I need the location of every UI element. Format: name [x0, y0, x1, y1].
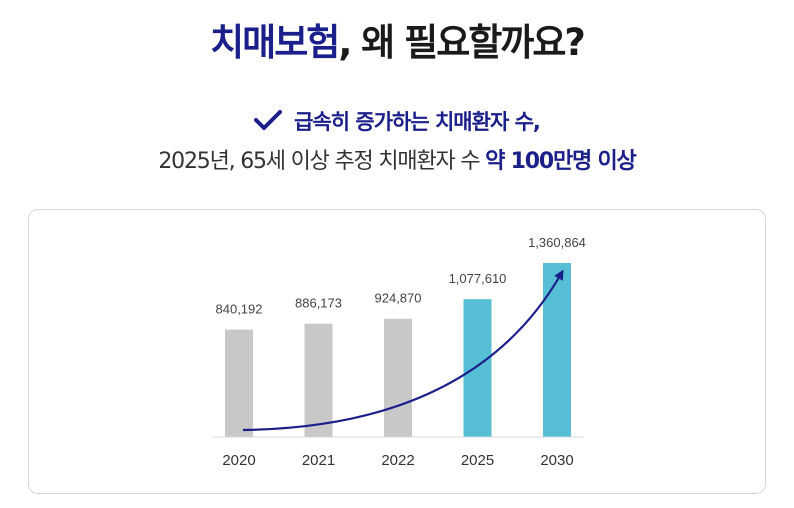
bar-2022 [384, 318, 412, 437]
bar-2020 [225, 329, 253, 437]
tick-label-2022: 2022 [381, 452, 414, 469]
bar-2030 [543, 263, 571, 437]
tick-label-2030: 2030 [540, 452, 573, 469]
data-labels-group: 840,192 886,173 924,870 1,077,610 1,360,864 [216, 235, 586, 317]
subtitle-line2-highlight: 약 100만명 이상 [485, 149, 637, 174]
bars-group [225, 263, 571, 437]
bar-2025 [463, 299, 492, 437]
tick-label-2021: 2021 [302, 452, 335, 469]
title-accent: 치매보험 [210, 21, 340, 64]
subtitle-line1: 급속히 증가하는 치매환자 수, [0, 106, 794, 136]
tick-label-2025: 2025 [461, 452, 494, 469]
data-label-2030: 1,360,864 [528, 235, 586, 250]
bar-2021 [304, 323, 333, 437]
tick-label-2020: 2020 [222, 452, 255, 469]
data-label-2025: 1,077,610 [449, 271, 507, 286]
check-icon [254, 109, 283, 136]
subtitle-line1-text: 급속히 증가하는 치매환자 수, [294, 110, 541, 134]
page-title: 치매보험, 왜 필요할까요? [0, 12, 794, 66]
data-label-2020: 840,192 [216, 302, 263, 317]
data-label-2022: 924,870 [375, 291, 422, 306]
title-rest: , 왜 필요할까요? [338, 21, 586, 64]
tick-labels-group: 2020 2021 2022 2025 2030 [222, 452, 573, 469]
subtitle-line2-text: 2025년, 65세 이상 추정 치매환자 수 [158, 149, 486, 174]
trend-arrow [242, 269, 564, 432]
data-label-2021: 886,173 [295, 296, 342, 311]
subtitle-line2: 2025년, 65세 이상 추정 치매환자 수 약 100만명 이상 [0, 143, 794, 175]
